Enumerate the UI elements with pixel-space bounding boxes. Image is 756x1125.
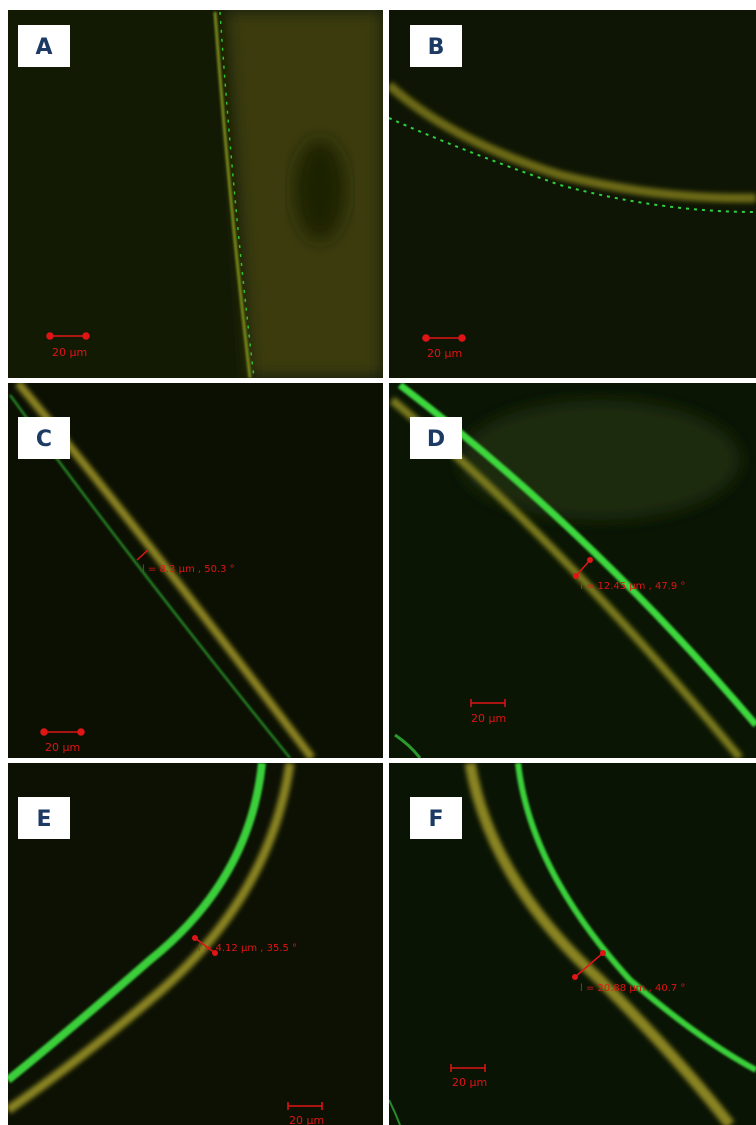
measurement: l = 20.88 µm , 40.7 ° bbox=[580, 983, 685, 994]
panel-label: B bbox=[428, 35, 445, 60]
panel-label: E bbox=[36, 807, 51, 832]
panel-label: A bbox=[35, 35, 52, 60]
scale-bar-label: 20 µm bbox=[452, 1076, 487, 1089]
measurement: l = 8.3 µm , 50.3 ° bbox=[142, 564, 235, 575]
measurement: l = 4.12 µm , 35.5 ° bbox=[198, 943, 297, 954]
measurement: l = 12.45 µm , 47.9 ° bbox=[580, 581, 685, 592]
scale-bar-label: 20 µm bbox=[471, 712, 506, 725]
panel-label: F bbox=[428, 807, 443, 832]
figure: A B C D E F 20 µm 20 µm 20 µm 20 µm 20 µ… bbox=[0, 0, 756, 1125]
scale-bar-label: 20 µm bbox=[45, 741, 80, 754]
panel-label: C bbox=[36, 427, 52, 452]
scale-bar-label: 20 µm bbox=[52, 346, 87, 359]
scale-bar-label: 20 µm bbox=[427, 347, 462, 360]
page: A B C D E F 20 µm 20 µm 20 µm 20 µm 20 µ… bbox=[0, 0, 756, 1125]
panel-label: D bbox=[427, 427, 445, 452]
scale-bar-label: 20 µm bbox=[289, 1114, 324, 1125]
